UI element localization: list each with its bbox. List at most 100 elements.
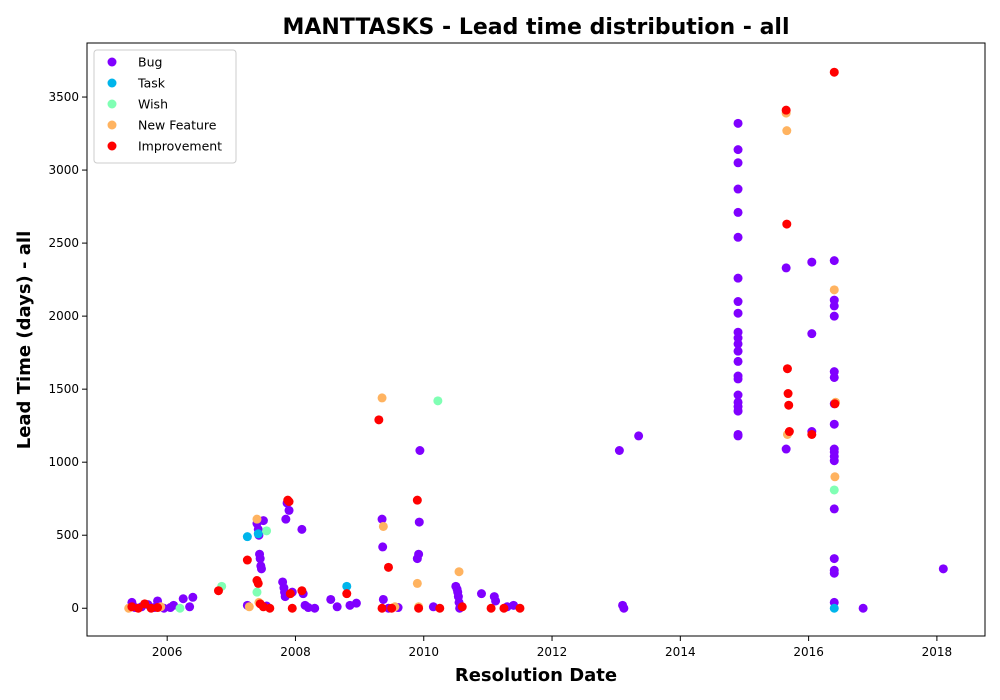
data-point bbox=[284, 497, 294, 507]
legend-box bbox=[93, 49, 237, 164]
data-point bbox=[377, 603, 387, 613]
data-point bbox=[733, 374, 743, 384]
data-point bbox=[252, 514, 262, 524]
data-point bbox=[733, 273, 743, 283]
data-point bbox=[733, 184, 743, 194]
series-task bbox=[242, 529, 839, 613]
data-point bbox=[287, 603, 297, 613]
data-point bbox=[374, 415, 384, 425]
series-improvement bbox=[127, 67, 840, 613]
data-point bbox=[265, 603, 275, 613]
legend-marker bbox=[107, 120, 117, 130]
data-point bbox=[252, 587, 262, 597]
data-point bbox=[415, 446, 425, 456]
data-point bbox=[414, 603, 424, 613]
data-point bbox=[188, 592, 198, 602]
data-point bbox=[938, 564, 948, 574]
plot-area bbox=[87, 43, 985, 636]
legend-marker bbox=[107, 141, 117, 151]
legend-marker bbox=[107, 99, 117, 109]
data-point bbox=[733, 431, 743, 441]
data-point bbox=[262, 526, 272, 536]
data-point bbox=[457, 602, 467, 612]
data-point bbox=[782, 219, 792, 229]
data-point bbox=[281, 514, 291, 524]
data-point bbox=[807, 329, 817, 339]
data-point bbox=[829, 311, 839, 321]
data-point bbox=[733, 356, 743, 366]
data-point bbox=[614, 446, 624, 456]
data-point bbox=[499, 603, 509, 613]
data-point bbox=[387, 603, 397, 613]
y-axis: 0 500 1000 1500 2000 2500 3000 3500 bbox=[48, 90, 87, 615]
y-tick-label: 2000 bbox=[48, 309, 79, 323]
data-point bbox=[378, 521, 388, 531]
data-point bbox=[378, 542, 388, 552]
data-point bbox=[733, 297, 743, 307]
data-point bbox=[829, 485, 839, 495]
data-point bbox=[178, 594, 188, 604]
data-point bbox=[829, 568, 839, 578]
data-point bbox=[784, 400, 794, 410]
data-point bbox=[377, 514, 387, 524]
legend-label: Task bbox=[137, 76, 166, 91]
data-point bbox=[781, 105, 791, 115]
data-point bbox=[253, 578, 263, 588]
data-point bbox=[284, 505, 294, 515]
data-point bbox=[781, 444, 791, 454]
data-point bbox=[476, 589, 486, 599]
data-point bbox=[634, 431, 644, 441]
data-point bbox=[244, 602, 254, 612]
data-point bbox=[783, 389, 793, 399]
data-point bbox=[486, 603, 496, 613]
x-tick-label: 2012 bbox=[537, 645, 568, 659]
data-point bbox=[140, 599, 150, 609]
data-point bbox=[733, 339, 743, 349]
chart-title: MANTTASKS - Lead time distribution - all bbox=[282, 15, 789, 40]
data-point bbox=[733, 308, 743, 318]
legend-label: Wish bbox=[138, 97, 168, 112]
data-point bbox=[326, 594, 336, 604]
data-point bbox=[255, 554, 265, 564]
data-point bbox=[733, 346, 743, 356]
data-point bbox=[733, 406, 743, 416]
data-point bbox=[733, 145, 743, 155]
data-point bbox=[829, 554, 839, 564]
data-point bbox=[297, 524, 307, 534]
y-tick-label: 2500 bbox=[48, 236, 79, 250]
legend-marker bbox=[107, 78, 117, 88]
data-point bbox=[310, 603, 320, 613]
data-point bbox=[784, 427, 794, 437]
data-point bbox=[433, 396, 443, 406]
data-point bbox=[285, 589, 295, 599]
x-tick-label: 2006 bbox=[152, 645, 183, 659]
x-tick-label: 2016 bbox=[793, 645, 824, 659]
data-point bbox=[153, 603, 163, 613]
data-point bbox=[858, 603, 868, 613]
data-point bbox=[733, 118, 743, 128]
data-point bbox=[435, 603, 445, 613]
data-point bbox=[332, 602, 342, 612]
data-point bbox=[342, 581, 352, 591]
data-point bbox=[377, 393, 387, 403]
data-point bbox=[829, 285, 839, 295]
x-tick-label: 2010 bbox=[408, 645, 439, 659]
data-point bbox=[733, 232, 743, 242]
data-point bbox=[829, 504, 839, 514]
data-point bbox=[297, 586, 307, 596]
data-point bbox=[807, 257, 817, 267]
x-tick-label: 2018 bbox=[922, 645, 953, 659]
data-point bbox=[807, 429, 817, 439]
data-point bbox=[133, 603, 143, 613]
data-point bbox=[342, 589, 352, 599]
data-point bbox=[454, 567, 464, 577]
data-point bbox=[829, 419, 839, 429]
legend-label: Bug bbox=[138, 55, 162, 70]
data-point bbox=[733, 158, 743, 168]
data-point bbox=[414, 549, 424, 559]
data-point bbox=[213, 586, 223, 596]
data-point bbox=[253, 529, 263, 539]
data-point bbox=[830, 399, 840, 409]
data-point bbox=[515, 603, 525, 613]
